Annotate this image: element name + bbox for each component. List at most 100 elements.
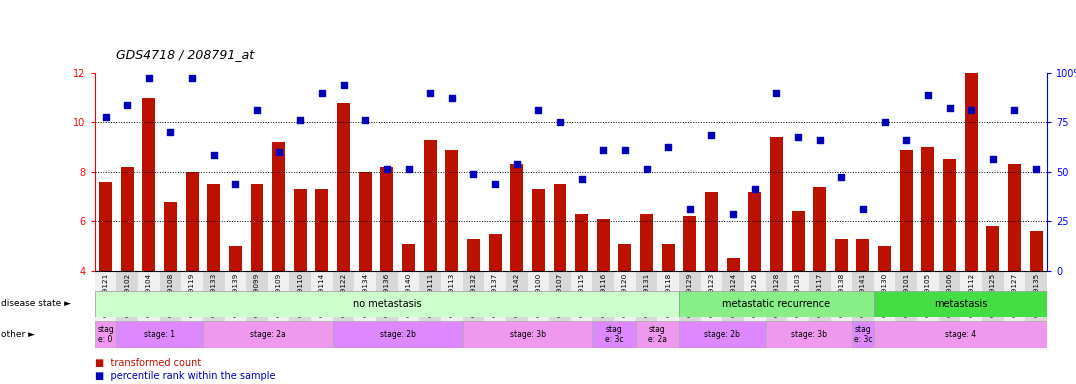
Bar [705,192,718,271]
Bar [874,291,1047,317]
Bar [99,182,112,271]
Bar [788,271,809,330]
Bar [484,271,506,330]
Bar [337,103,350,271]
Text: GSM549110: GSM549110 [297,273,303,317]
Text: GSM549132: GSM549132 [470,273,477,317]
Bar [380,167,394,271]
Bar [95,271,116,330]
Point [356,117,373,123]
Bar [640,214,653,271]
Point [206,151,223,157]
Bar [657,271,679,330]
Bar [1030,231,1043,271]
Text: ■  transformed count: ■ transformed count [95,358,201,368]
Text: GSM549121: GSM549121 [102,273,109,317]
Point [422,90,439,96]
Bar [662,243,675,271]
Bar [813,187,826,271]
Bar [463,321,593,348]
Text: stage: 2b: stage: 2b [380,330,415,339]
Point [140,75,157,81]
Point [270,149,287,155]
Text: GSM549104: GSM549104 [145,273,152,317]
Bar [683,216,696,271]
Bar [1008,164,1021,271]
Bar [116,271,138,330]
Text: GSM549103: GSM549103 [795,273,801,317]
Point [97,114,114,121]
Point [1006,107,1023,113]
Text: GSM549112: GSM549112 [968,273,974,317]
Text: GSM549139: GSM549139 [232,273,239,317]
Text: GSM549123: GSM549123 [708,273,714,317]
Point [919,92,936,98]
Text: GSM549135: GSM549135 [1033,273,1039,317]
Bar [376,271,398,330]
Point [703,132,720,138]
Point [161,129,179,136]
Bar [809,271,831,330]
Text: stage: 2b: stage: 2b [705,330,740,339]
Text: GSM549133: GSM549133 [211,273,216,317]
Bar [159,271,181,330]
Point [184,75,201,81]
Text: GSM549120: GSM549120 [622,273,628,317]
Bar [766,321,852,348]
Text: no metastasis: no metastasis [353,299,421,309]
Text: metastatic recurrence: metastatic recurrence [722,299,831,309]
Text: GSM549108: GSM549108 [168,273,173,317]
Bar [354,271,376,330]
Bar [987,226,1000,271]
Text: stage: 2a: stage: 2a [250,330,286,339]
Point [660,144,677,150]
Point [681,206,698,212]
Bar [636,271,657,330]
Text: other ►: other ► [1,330,36,339]
Text: GSM549136: GSM549136 [384,273,390,317]
Bar [938,271,961,330]
Text: stage: 4: stage: 4 [945,330,976,339]
Bar [489,233,501,271]
Text: GSM549130: GSM549130 [881,273,888,317]
Bar [593,321,636,348]
Bar [95,291,679,317]
Text: GSM549101: GSM549101 [903,273,909,317]
Bar [917,271,938,330]
Bar [961,271,982,330]
Text: GSM549134: GSM549134 [363,273,368,317]
Text: GSM549138: GSM549138 [838,273,845,317]
Bar [225,271,246,330]
Bar [744,271,766,330]
Point [595,147,612,153]
Bar [874,321,1047,348]
Bar [856,238,869,271]
Text: GSM549099: GSM549099 [254,273,260,317]
Bar [549,271,570,330]
Point [854,206,872,212]
Bar [943,159,957,271]
Point [897,137,915,143]
Bar [272,142,285,271]
Text: stage: 1: stage: 1 [144,330,175,339]
Point [811,137,829,143]
Bar [619,243,632,271]
Point [249,107,266,113]
Bar [138,271,159,330]
Bar [722,271,744,330]
Point [551,119,568,126]
Point [790,134,807,140]
Bar [332,321,463,348]
Point [465,171,482,177]
Bar [510,164,523,271]
Point [940,104,958,111]
Bar [463,271,484,330]
Text: GSM549107: GSM549107 [557,273,563,317]
Point [876,119,893,126]
Bar [420,271,441,330]
Bar [181,271,203,330]
Text: GSM549128: GSM549128 [774,273,779,317]
Bar [835,238,848,271]
Bar [593,271,614,330]
Bar [268,271,289,330]
